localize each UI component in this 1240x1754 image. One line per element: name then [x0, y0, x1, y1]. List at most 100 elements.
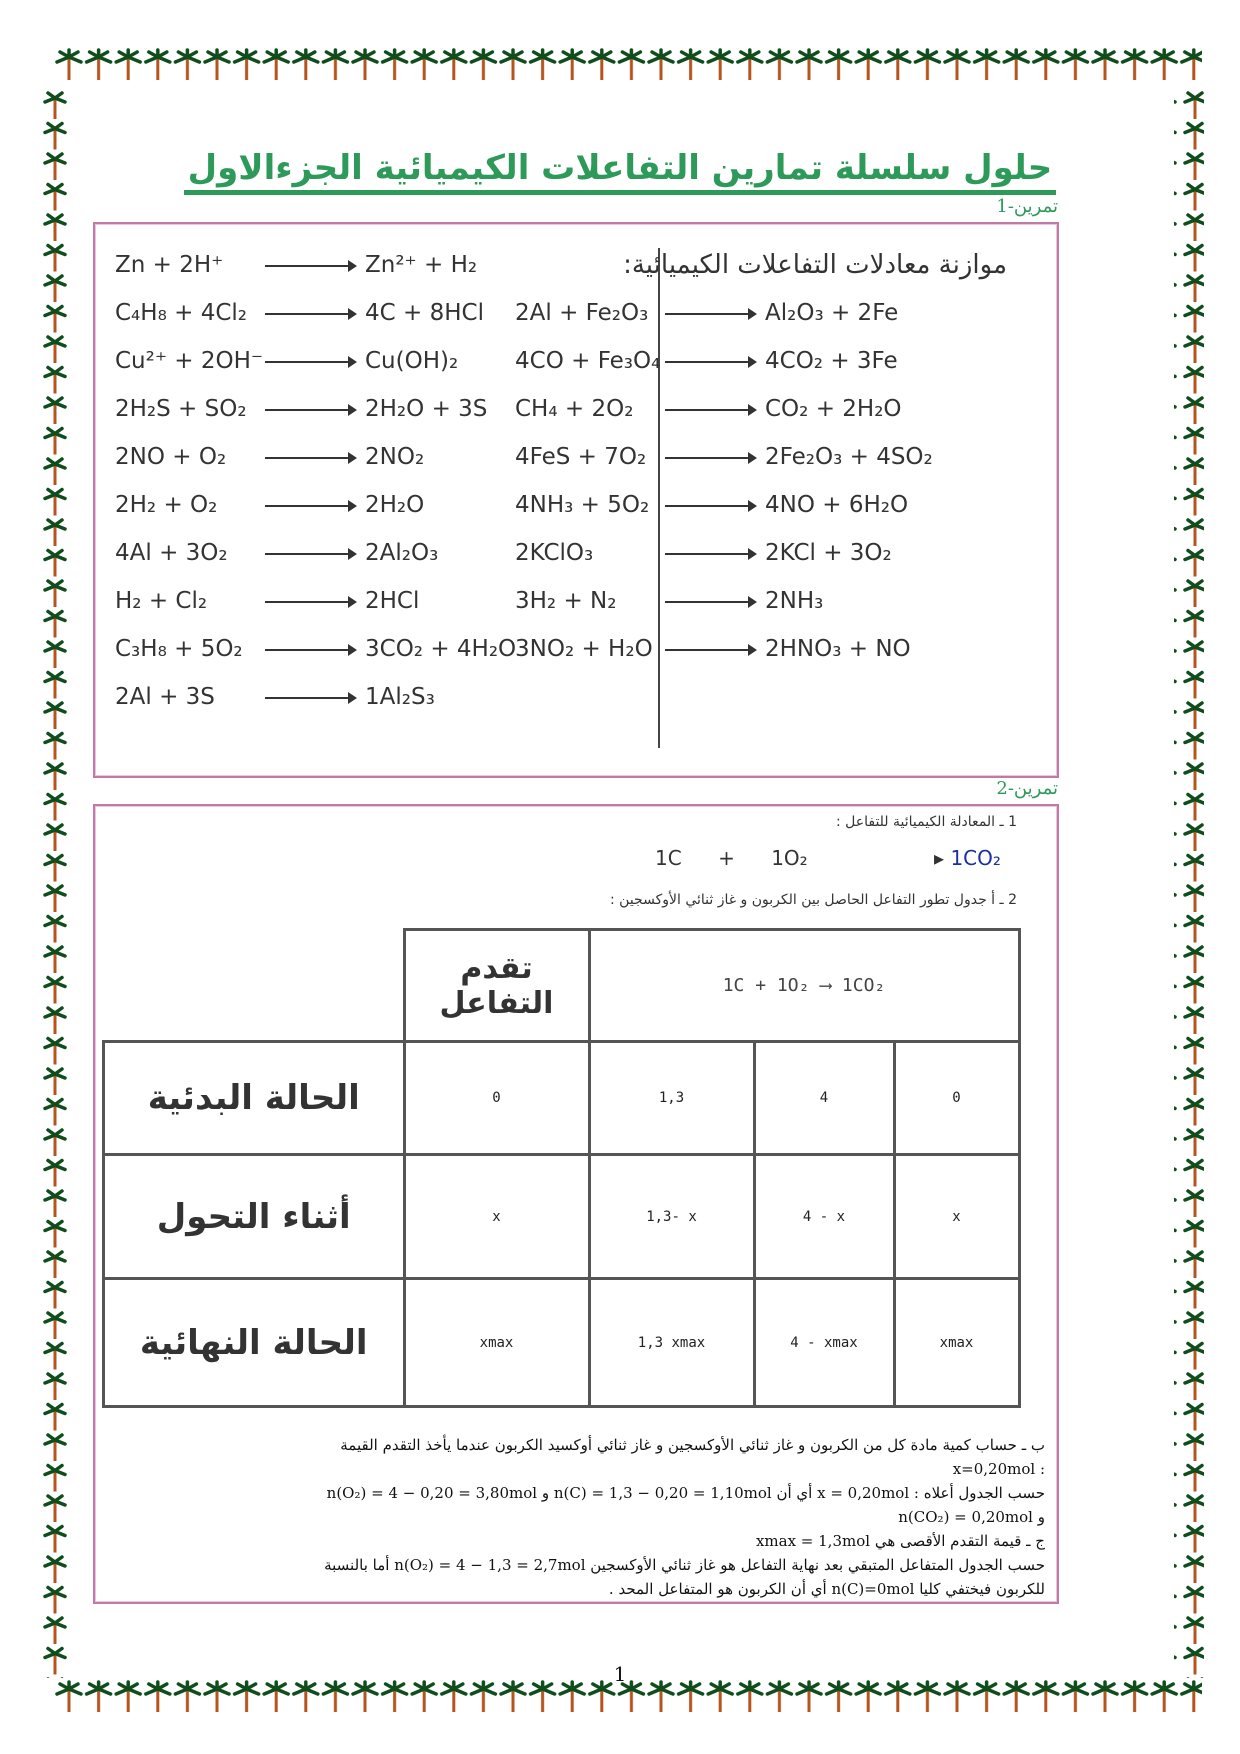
table-row: الحالة البدئية 0 1,3 4 0 [102, 1040, 1021, 1156]
solution-line: حسب الجدول المتفاعل المتبقي بعد نهاية ال… [324, 1556, 1045, 1574]
products: 4NO + 6H₂O [765, 492, 909, 518]
reactants: 4FeS + 7O₂ [515, 444, 647, 470]
reactants: 2Al + 3S [115, 684, 215, 710]
page-title: حلول سلسلة تمارين التفاعلات الكيميائية ا… [0, 148, 1240, 195]
arrow-icon [665, 643, 757, 656]
products: 4C + 8HCl [365, 300, 484, 326]
products: 4CO₂ + 3Fe [765, 348, 898, 374]
reactants: 4CO + Fe₃O₄ [515, 348, 661, 374]
arrow-icon [665, 403, 757, 416]
arrow-icon [265, 355, 357, 368]
table-cell: 4 - x [752, 1153, 896, 1280]
solution-line: : x=0,20mol [952, 1460, 1045, 1478]
arrow-icon [265, 403, 357, 416]
solution-line: و n(CO₂) = 0,20mol [898, 1508, 1045, 1526]
arrow-icon [265, 307, 357, 320]
table-cell: 0 [892, 1040, 1021, 1156]
chemical-equation: 4NH₃ + 5O₂ 4NO + 6H₂O [515, 492, 908, 518]
reactants: 2KClO₃ [515, 540, 594, 566]
table-cell: 1,3- x [587, 1153, 756, 1280]
solution-line: ب ـ حساب كمية مادة كل من الكربون و غاز ث… [340, 1436, 1045, 1454]
column-divider [658, 248, 660, 748]
chemical-equation: 3H₂ + N₂ 2NH₃ [515, 588, 823, 614]
solution-line: للكربون فيختفي كليا n(C)=0mol أي أن الكر… [608, 1580, 1045, 1598]
table-cell: 0 [402, 1040, 591, 1156]
chemical-equation: 2H₂ + O₂ 2H₂O [115, 492, 424, 518]
table-cell: x [892, 1153, 1021, 1280]
header-equation: 1C + 1O₂ ⟶ 1CO₂ [587, 928, 1021, 1043]
state-label: الحالة النهائية [102, 1277, 406, 1408]
chemical-equation: 2H₂S + SO₂ 2H₂O + 3S [115, 396, 487, 422]
products: Cu(OH)₂ [365, 348, 459, 374]
arrow-icon [265, 643, 357, 656]
products: 3CO₂ + 4H₂O [365, 636, 517, 662]
arrow-icon [665, 499, 757, 512]
header-progress: تقدم التفاعل [402, 928, 591, 1043]
chemical-equation: 2Al + Fe₂O₃ Al₂O₃ + 2Fe [515, 300, 898, 326]
chemical-equation: CH₄ + 2O₂ CO₂ + 2H₂O [515, 396, 902, 422]
reactants: CH₄ + 2O₂ [515, 396, 634, 422]
arrow-icon [265, 691, 357, 704]
table-cell: xmax [402, 1277, 591, 1408]
chemical-equation: 2Al + 3S 1Al₂S₃ [115, 684, 435, 710]
products: 2NH₃ [765, 588, 824, 614]
reactants: 3NO₂ + H₂O [515, 636, 653, 662]
chemical-equation: Zn + 2H⁺ Zn²⁺ + H₂ [115, 252, 477, 278]
reaction-progress-table: تقدم التفاعل 1C + 1O₂ ⟶ 1CO₂ الحالة البد… [102, 928, 1021, 1408]
chemical-equation: 2KClO₃ 2KCl + 3O₂ [515, 540, 892, 566]
products: 2Al₂O₃ [365, 540, 439, 566]
products: 2HNO₃ + NO [765, 636, 911, 662]
question-2: 2 ـ أ جدول تطور التفاعل الحاصل بين الكرب… [610, 892, 1017, 908]
table-cell: 1,3 xmax [587, 1277, 756, 1408]
reactants: 4NH₃ + 5O₂ [515, 492, 650, 518]
reactants: C₃H₈ + 5O₂ [115, 636, 243, 662]
arrow-icon [265, 595, 357, 608]
exercise-2-box: 1 ـ المعادلة الكيميائية للتفاعل : 1C + 1… [93, 804, 1059, 1604]
products: 2H₂O [365, 492, 425, 518]
arrow-icon [665, 547, 757, 560]
arrow-icon [265, 451, 357, 464]
products: CO₂ + 2H₂O [765, 396, 902, 422]
products: 2NO₂ [365, 444, 425, 470]
products: 2KCl + 3O₂ [765, 540, 892, 566]
chemical-equation: C₃H₈ + 5O₂ 3CO₂ + 4H₂O [115, 636, 516, 662]
arrow-icon [665, 355, 757, 368]
reactants: 3H₂ + N₂ [515, 588, 617, 614]
table-cell: x [402, 1153, 591, 1280]
chemical-equation: H₂ + Cl₂ 2HCl [115, 588, 419, 614]
chemical-equation: 3NO₂ + H₂O 2HNO₃ + NO [515, 636, 911, 662]
reactants: 2Al + Fe₂O₃ [515, 300, 649, 326]
reactants: H₂ + Cl₂ [115, 588, 208, 614]
question-1: 1 ـ المعادلة الكيميائية للتفاعل : [835, 814, 1017, 830]
page-number: 1 [613, 1662, 627, 1686]
products: Al₂O₃ + 2Fe [765, 300, 899, 326]
table-cell: xmax [892, 1277, 1021, 1408]
exercise-1-label: تمرين-1 [996, 196, 1058, 217]
chemical-equation: 4FeS + 7O₂ 2Fe₂O₃ + 4SO₂ [515, 444, 933, 470]
products: 2HCl [365, 588, 420, 614]
balancing-heading: موازنة معادلات التفاعلات الكيميائية: [623, 250, 1007, 280]
reactants: 4Al + 3O₂ [115, 540, 228, 566]
chemical-equation: 4CO + Fe₃O₄ 4CO₂ + 3Fe [515, 348, 898, 374]
products: 1Al₂S₃ [365, 684, 435, 710]
chemical-equation: 4Al + 3O₂ 2Al₂O₃ [115, 540, 438, 566]
reactants: 2H₂S + SO₂ [115, 396, 247, 422]
arrow-icon [265, 259, 357, 272]
reactants: Cu²⁺ + 2OH⁻ [115, 348, 264, 374]
arrow-icon [665, 451, 757, 464]
products: 2Fe₂O₃ + 4SO₂ [765, 444, 933, 470]
table-row: الحالة النهائية xmax 1,3 xmax 4 - xmax xmax [102, 1277, 1021, 1408]
reactants: 2H₂ + O₂ [115, 492, 218, 518]
arrow-icon [665, 307, 757, 320]
exercise-1-box: موازنة معادلات التفاعلات الكيميائية: Zn … [93, 222, 1059, 778]
table-cell: 4 [752, 1040, 896, 1156]
chemical-equation: C₄H₈ + 4Cl₂ 4C + 8HCl [115, 300, 484, 326]
exercise-2-label: تمرين-2 [996, 778, 1058, 799]
arrow-icon [265, 547, 357, 560]
products: Zn²⁺ + H₂ [365, 252, 478, 278]
solution-line: ج ـ قيمة التقدم الأقصى هي xmax = 1,3mol [755, 1532, 1045, 1550]
table-cell: 1,3 [587, 1040, 756, 1156]
reactants: 2NO + O₂ [115, 444, 227, 470]
table-cell: 4 - xmax [752, 1277, 896, 1408]
